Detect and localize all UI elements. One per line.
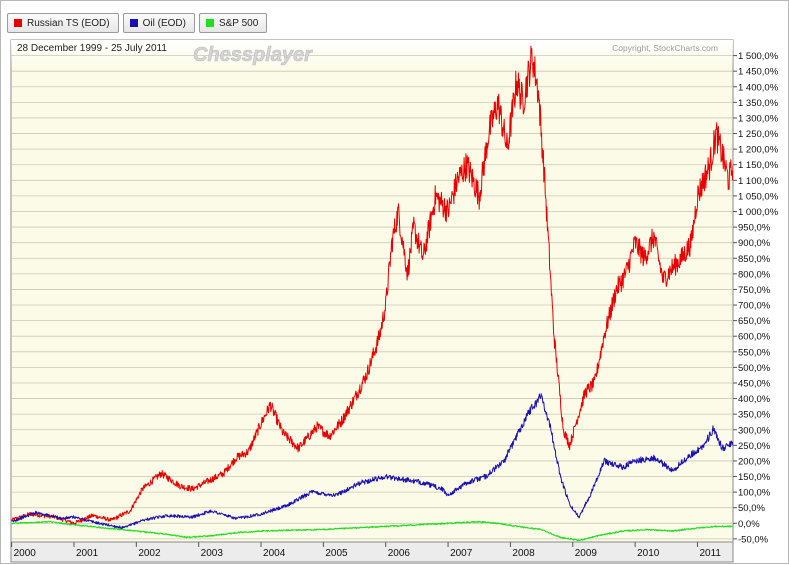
legend-item-russian-ts[interactable]: Russian TS (EOD) bbox=[7, 13, 119, 33]
watermark-logo: Chessplayer bbox=[193, 44, 313, 66]
y-tick-label: 1 000,0% bbox=[738, 207, 779, 218]
y-tick-label: 500,0% bbox=[738, 363, 771, 374]
y-tick-label: 800,0% bbox=[738, 269, 771, 280]
y-tick-label: 350,0% bbox=[738, 410, 771, 421]
series-line-s-p-500 bbox=[11, 520, 733, 542]
y-tick-label: 850,0% bbox=[738, 254, 771, 265]
y-tick-label: 300,0% bbox=[738, 425, 771, 436]
x-tick-label: 2005 bbox=[325, 548, 348, 559]
y-tick-label: 700,0% bbox=[738, 301, 771, 312]
y-tick-label: 900,0% bbox=[738, 238, 771, 249]
y-tick-label: 1 350,0% bbox=[738, 98, 779, 109]
legend-item-oil[interactable]: Oil (EOD) bbox=[122, 13, 195, 33]
y-tick-label: 1 450,0% bbox=[738, 67, 779, 78]
y-tick-label: 0,0% bbox=[738, 519, 760, 530]
series-line-oil-eod bbox=[11, 393, 733, 530]
legend-label-oil: Oil (EOD) bbox=[142, 17, 186, 29]
y-tick-label: 100,0% bbox=[738, 488, 771, 499]
x-tick-label: 2010 bbox=[637, 548, 660, 559]
legend-swatch-russian-ts bbox=[14, 19, 22, 27]
x-tick-label: 2006 bbox=[388, 548, 411, 559]
legend: Russian TS (EOD) Oil (EOD) S&P 500 bbox=[7, 13, 268, 33]
x-tick-label: 2001 bbox=[76, 548, 99, 559]
x-tick-label: 2008 bbox=[512, 548, 535, 559]
date-range-label: 28 December 1999 - 25 July 2011 bbox=[17, 43, 167, 54]
y-tick-label: 250,0% bbox=[738, 441, 771, 452]
y-tick-label: 550,0% bbox=[738, 347, 771, 358]
y-tick-label: 650,0% bbox=[738, 316, 771, 327]
y-tick-label: 1 400,0% bbox=[738, 82, 779, 93]
legend-swatch-sp500 bbox=[205, 19, 214, 27]
x-tick-label: 2011 bbox=[699, 548, 721, 559]
legend-swatch-oil bbox=[129, 19, 138, 27]
y-tick-label: 1 500,0% bbox=[738, 51, 779, 62]
legend-label-sp500: S&P 500 bbox=[218, 17, 259, 29]
x-tick-label: 2000 bbox=[14, 548, 37, 559]
x-tick-label: 2009 bbox=[575, 548, 598, 559]
x-axis-band bbox=[10, 541, 734, 563]
plot-area-fade bbox=[11, 40, 733, 542]
series-line-russian-ts-eod bbox=[11, 45, 733, 525]
y-tick-label: 450,0% bbox=[738, 378, 771, 389]
y-tick-label: 200,0% bbox=[738, 456, 771, 467]
x-axis: 2000 2001 2002 2003 2004 2005 2006 2007 2008 2009… bbox=[11, 542, 721, 559]
y-tick-label: 150,0% bbox=[738, 472, 771, 483]
legend-item-sp500[interactable]: S&P 500 bbox=[198, 13, 268, 33]
y-tick-label: 950,0% bbox=[738, 223, 771, 234]
y-tick-label: -50,0% bbox=[738, 534, 769, 545]
y-tick-label: 1 050,0% bbox=[738, 191, 779, 202]
x-tick-label: 2004 bbox=[263, 548, 286, 559]
y-tick-label: 600,0% bbox=[738, 332, 771, 343]
series-lines bbox=[11, 45, 733, 542]
y-tick-label: 750,0% bbox=[738, 285, 771, 296]
y-tick-label: 1 200,0% bbox=[738, 145, 779, 156]
y-tick-label: 1 100,0% bbox=[738, 176, 779, 187]
x-tick-label: 2002 bbox=[138, 548, 161, 559]
y-axis: -50,0% 0,0% 50,0% 100,0% 150,0% 200,0% 250,0% 3… bbox=[733, 51, 779, 545]
y-tick-label: 50,0% bbox=[738, 503, 765, 514]
copyright-label: Copyright, StockCharts.com bbox=[612, 43, 718, 53]
y-tick-label: 1 150,0% bbox=[738, 160, 779, 171]
y-tick-label: 1 300,0% bbox=[738, 113, 779, 124]
legend-label-russian-ts: Russian TS (EOD) bbox=[27, 17, 110, 29]
x-tick-label: 2007 bbox=[450, 548, 473, 559]
y-tick-label: 400,0% bbox=[738, 394, 771, 405]
y-tick-label: 1 250,0% bbox=[738, 129, 779, 140]
x-tick-label: 2003 bbox=[201, 548, 224, 559]
